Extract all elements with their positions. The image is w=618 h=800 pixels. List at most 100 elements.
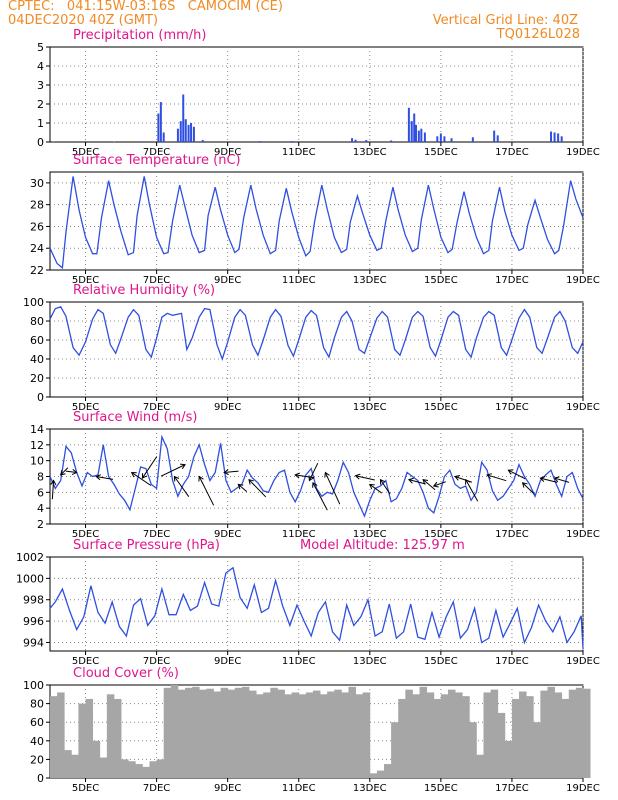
precip-bar xyxy=(190,123,193,142)
cloud-bar xyxy=(78,703,86,778)
wind-arrow xyxy=(554,477,570,483)
y-tick-label: 1000 xyxy=(16,572,44,585)
y-tick-label: 0 xyxy=(37,136,44,149)
cloud-bar xyxy=(348,686,356,778)
cloud-bar xyxy=(526,696,534,778)
wind-arrow xyxy=(312,482,328,511)
y-tick-label: 4 xyxy=(37,502,44,515)
cloud-bar xyxy=(483,692,492,778)
x-tick-label: 5DEC xyxy=(72,402,99,413)
cloud-bar xyxy=(376,770,385,778)
cloud-bar xyxy=(220,687,229,778)
wind-arrow xyxy=(369,484,383,494)
wind-arrow-head xyxy=(432,481,439,488)
cloud-bar xyxy=(497,712,506,778)
wind-arrow xyxy=(408,479,426,485)
series-line xyxy=(49,176,584,270)
cloud-bar xyxy=(50,696,58,778)
wind-arrow-head xyxy=(173,475,180,482)
y-tick-label: 60 xyxy=(30,334,44,347)
precip-bar xyxy=(553,132,556,142)
wind-arrow-head xyxy=(308,475,314,482)
wind-arrow-head xyxy=(407,477,414,484)
wind-arrow-head xyxy=(71,469,78,475)
panel-title: Relative Humidity (%) xyxy=(73,283,215,298)
cloud-bar xyxy=(156,759,165,778)
cloud-bar xyxy=(334,689,342,778)
y-tick-label: 14 xyxy=(30,423,44,436)
cloud-bar xyxy=(256,694,264,778)
precip-bar xyxy=(162,132,165,142)
y-tick-label: 28 xyxy=(30,199,44,212)
cloud-bar xyxy=(298,694,307,778)
x-tick-label: 15DEC xyxy=(424,529,458,540)
cloud-bar xyxy=(57,692,65,778)
x-tick-label: 13DEC xyxy=(353,529,387,540)
cloud-bar xyxy=(384,764,392,778)
x-tick-label: 5DEC xyxy=(72,275,99,286)
cloud-bar xyxy=(568,689,577,778)
cloud-bar xyxy=(447,689,456,778)
x-tick-label: 9DEC xyxy=(214,783,241,794)
cloud-bar xyxy=(398,698,406,778)
panel-title: Surface Pressure (hPa) xyxy=(73,538,220,553)
y-tick-label: 6 xyxy=(37,486,44,499)
cloud-bar xyxy=(533,722,541,778)
wind-arrow-head xyxy=(237,483,244,490)
panel-title: Cloud Cover (%) xyxy=(73,666,179,681)
cloud-bar xyxy=(227,689,236,778)
wind-arrow xyxy=(380,479,391,495)
x-tick-label: 19DEC xyxy=(566,402,600,413)
precip-bar xyxy=(201,140,204,142)
x-tick-label: 9DEC xyxy=(214,402,241,413)
precip-bar xyxy=(176,128,179,142)
wind-arrow-head xyxy=(369,483,375,490)
cloud-bar xyxy=(511,698,520,778)
y-tick-label: 2 xyxy=(37,98,44,111)
cloud-bar xyxy=(412,694,420,778)
wind-arrow xyxy=(141,456,158,479)
precip-bar xyxy=(290,141,293,142)
cloud-bar xyxy=(85,698,94,778)
wind-arrow-head xyxy=(180,463,186,470)
precip-bar xyxy=(407,107,410,142)
cloud-bar xyxy=(284,694,293,778)
precip-bar xyxy=(192,126,195,142)
wind-arrow-head xyxy=(198,475,204,482)
wind-arrow-head xyxy=(294,472,300,479)
wind-arrow-head xyxy=(354,473,361,480)
cloud-bar xyxy=(149,761,157,778)
x-tick-label: 5DEC xyxy=(72,783,99,794)
wind-arrow xyxy=(308,462,319,481)
wind-arrow-head xyxy=(379,478,386,485)
x-tick-label: 11DEC xyxy=(282,529,316,540)
cloud-bar xyxy=(213,691,221,778)
wind-arrow xyxy=(508,469,526,480)
y-tick-label: 5 xyxy=(37,41,44,54)
x-tick-label: 11DEC xyxy=(282,402,316,413)
cloud-bar xyxy=(320,694,328,778)
series-line xyxy=(49,306,584,361)
cloud-bar xyxy=(312,690,321,778)
cloud-bar xyxy=(554,692,563,778)
precip-bar xyxy=(182,94,185,142)
panel-annotation: Model Altitude: 125.97 m xyxy=(300,538,465,553)
x-tick-label: 11DEC xyxy=(282,656,316,667)
panel-1: Precipitation (mm/h) 0 1 2 3 4 5 5DEC 7DEC 9DEC 11… xyxy=(37,28,600,158)
y-tick-label: 24 xyxy=(30,242,44,255)
y-tick-label: 22 xyxy=(30,264,44,277)
plot-frame xyxy=(49,171,584,271)
precip-bar xyxy=(141,141,144,142)
cloud-bar xyxy=(199,689,207,778)
cloud-bar xyxy=(583,688,591,778)
cloud-bar xyxy=(291,692,300,778)
cloud-bar xyxy=(142,766,150,778)
x-tick-label: 17DEC xyxy=(495,402,529,413)
precip-bar xyxy=(351,138,354,142)
y-tick-label: 80 xyxy=(30,315,44,328)
x-tick-label: 19DEC xyxy=(566,275,600,286)
cloud-bar xyxy=(241,686,250,778)
cloud-bar xyxy=(469,722,477,778)
wind-arrow xyxy=(60,467,69,476)
